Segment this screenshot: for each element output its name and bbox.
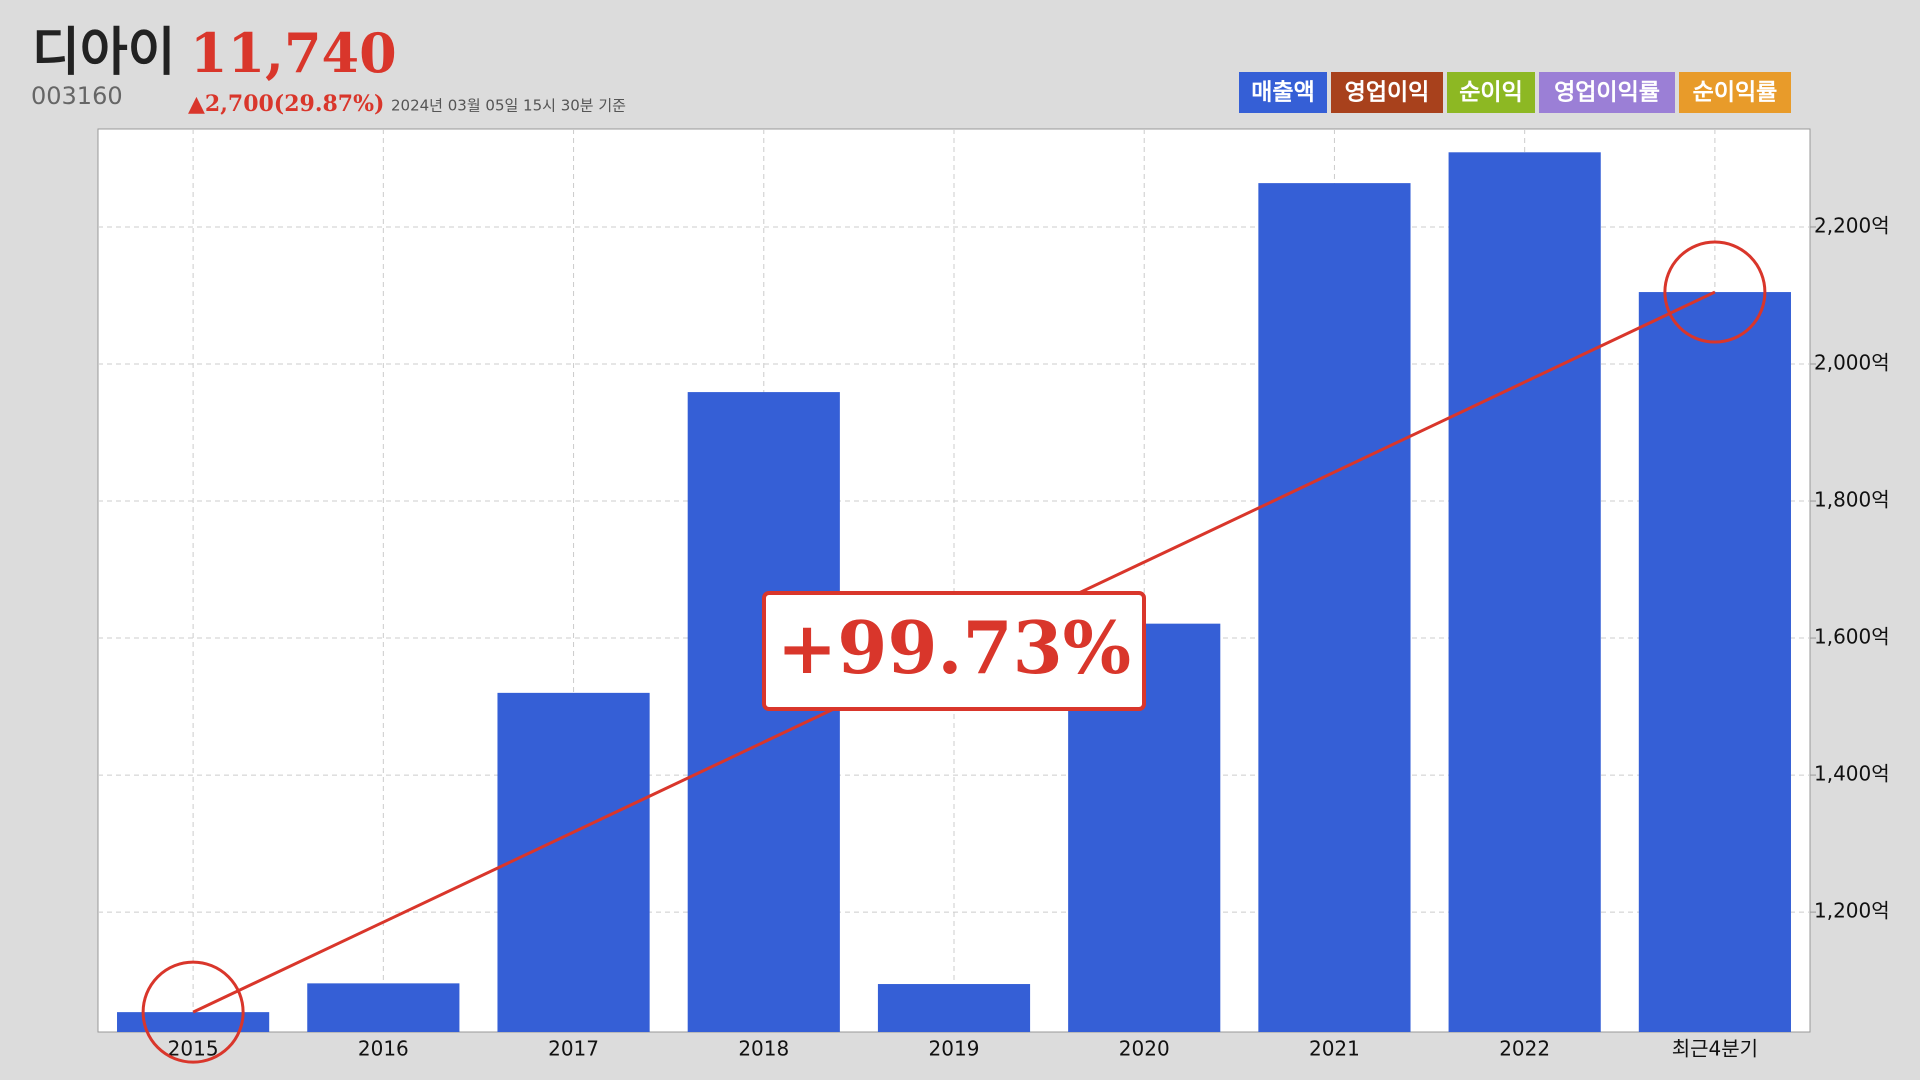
bar bbox=[117, 1012, 270, 1032]
x-tick-label: 2020 bbox=[1119, 1037, 1170, 1061]
highlight-circle bbox=[1663, 240, 1767, 344]
y-tick-label: 1,400억 bbox=[1814, 762, 1890, 786]
y-tick-label: 1,200억 bbox=[1814, 899, 1890, 923]
legend-button[interactable] bbox=[1447, 72, 1535, 113]
legend-label[interactable]: 순이익 bbox=[1459, 80, 1522, 106]
y-tick-label: 2,200억 bbox=[1814, 213, 1890, 237]
y-tick-label: 1,600억 bbox=[1814, 625, 1890, 649]
legend-button[interactable] bbox=[1239, 72, 1327, 113]
legend-button[interactable] bbox=[1331, 72, 1443, 113]
legend-label[interactable]: 영업이익률 bbox=[1554, 80, 1660, 106]
bar bbox=[687, 392, 840, 1032]
x-tick-label: 2017 bbox=[548, 1037, 599, 1061]
x-tick-label: 2019 bbox=[929, 1037, 980, 1061]
bar bbox=[1448, 152, 1601, 1033]
price: 11,740 bbox=[190, 21, 397, 85]
x-tick-label: 2021 bbox=[1309, 1037, 1360, 1061]
bar bbox=[877, 984, 1031, 1032]
x-tick-label: 2018 bbox=[738, 1037, 789, 1061]
price-change: ▲2,700(29.87%) bbox=[188, 91, 384, 117]
legend-button[interactable] bbox=[1679, 72, 1791, 113]
highlight-circle bbox=[141, 960, 245, 1064]
legend-label[interactable]: 매출액 bbox=[1251, 80, 1314, 106]
y-tick-label: 1,800억 bbox=[1814, 488, 1890, 512]
x-tick-label: 최근4분기 bbox=[1672, 1037, 1758, 1061]
x-tick-label: 2016 bbox=[358, 1037, 409, 1061]
bar bbox=[1258, 183, 1411, 1032]
stock-code: 003160 bbox=[31, 82, 123, 110]
x-tick-label: 2015 bbox=[168, 1037, 219, 1061]
company-name: 디아이 bbox=[32, 23, 176, 83]
legend-label[interactable]: 영업이익 bbox=[1345, 80, 1430, 106]
bar bbox=[1638, 292, 1791, 1033]
legend-button[interactable] bbox=[1539, 72, 1675, 113]
y-tick-label: 2,000억 bbox=[1814, 350, 1890, 374]
annotation: +99.73% bbox=[777, 605, 1131, 690]
annotation-box bbox=[762, 591, 1146, 711]
bar bbox=[497, 692, 650, 1032]
x-tick-label: 2022 bbox=[1499, 1037, 1550, 1061]
bar bbox=[307, 983, 460, 1032]
timestamp: 2024년 03월 05일 15시 30분 기준 bbox=[391, 97, 626, 115]
legend-label[interactable]: 순이익률 bbox=[1693, 80, 1778, 106]
